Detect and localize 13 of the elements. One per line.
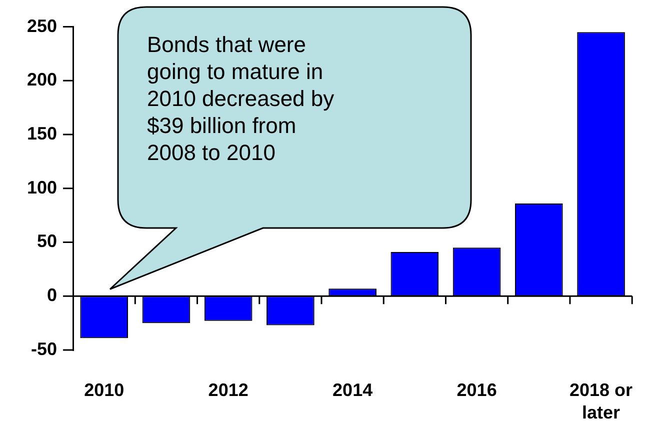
y-tick-label: 150 [26, 124, 58, 144]
x-tick-label: 2012 [208, 380, 248, 400]
x-tick-label: 2018 or later [570, 380, 633, 423]
y-tick-label: 100 [26, 177, 58, 198]
x-tick-label: 2016 [456, 380, 497, 400]
y-tick-label: 0 [47, 285, 58, 306]
x-tick-label: 2014 [332, 380, 373, 400]
y-tick-label: 250 [26, 16, 58, 36]
y-tick-label: 50 [37, 231, 58, 252]
y-tick-label: 200 [26, 70, 58, 90]
x-tick-label: 2010 [84, 380, 124, 400]
annotation: Bonds that were going to mature in 2010 decreased by $39 billion from 2008 to 2010 [147, 31, 336, 166]
y-tick-label: -50 [31, 338, 58, 359]
